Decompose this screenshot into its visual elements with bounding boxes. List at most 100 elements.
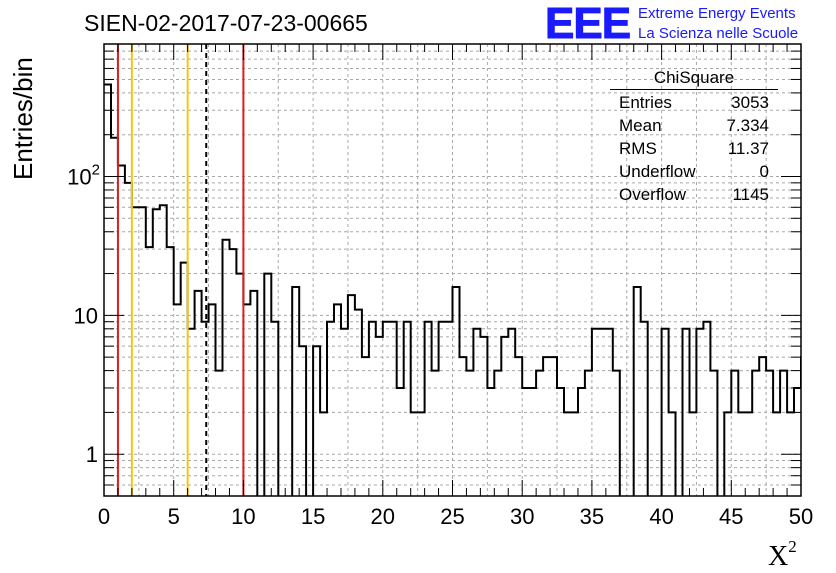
stats-label: Mean xyxy=(619,115,662,138)
x-tick-label: 15 xyxy=(301,504,325,529)
stats-row-underflow: Underflow 0 xyxy=(610,161,778,184)
histogram-bin xyxy=(487,388,494,496)
stats-row-rms: RMS 11.37 xyxy=(610,138,778,161)
x-tick-label: 45 xyxy=(719,504,743,529)
x-tick-label: 30 xyxy=(510,504,534,529)
stats-box-title: ChiSquare xyxy=(610,68,778,90)
histogram-bin xyxy=(216,371,223,496)
histogram-bin xyxy=(439,322,446,496)
histogram-bin xyxy=(292,287,299,496)
histogram-bin xyxy=(153,209,160,496)
x-tick-label: 35 xyxy=(580,504,604,529)
histogram-bin xyxy=(829,371,836,496)
histogram-bin xyxy=(222,240,229,496)
histogram-bin xyxy=(536,371,543,496)
stats-label: Overflow xyxy=(619,184,686,207)
x-tick-label: 40 xyxy=(649,504,673,529)
histogram-bin xyxy=(480,337,487,496)
histogram-bin xyxy=(376,337,383,496)
histogram-bin xyxy=(264,274,271,496)
x-axis-label: X2 xyxy=(768,537,797,573)
logo-line-1: Extreme Energy Events xyxy=(638,5,796,22)
stats-value: 0 xyxy=(760,161,769,184)
histogram-bin xyxy=(752,371,759,496)
histogram-bin xyxy=(271,322,278,496)
stats-row-entries: Entries 3053 xyxy=(610,92,778,115)
logo-line-2: La Scienza nelle Scuole xyxy=(638,25,798,42)
histogram-bin xyxy=(815,346,822,496)
histogram-bin xyxy=(459,357,466,496)
histogram-bin xyxy=(432,371,439,496)
histogram-bin xyxy=(139,207,146,496)
histogram-bin xyxy=(780,371,787,496)
histogram-bin xyxy=(494,371,501,496)
stats-label: RMS xyxy=(619,138,657,161)
x-tick-label: 5 xyxy=(168,504,180,529)
eee-logo: EEE Extreme Energy Events La Scienza nel… xyxy=(545,3,835,47)
stats-row-overflow: Overflow 1145 xyxy=(610,184,778,207)
histogram-bin xyxy=(369,322,376,496)
x-tick-label: 0 xyxy=(98,504,110,529)
histogram-bin xyxy=(543,357,550,496)
stats-row-mean: Mean 7.334 xyxy=(610,115,778,138)
stats-label: Entries xyxy=(619,92,672,115)
histogram-bin xyxy=(111,138,118,496)
histogram-bin xyxy=(801,357,808,496)
histogram-bin xyxy=(390,322,397,496)
histogram-bin xyxy=(794,388,801,496)
histogram-bin xyxy=(766,371,773,496)
y-tick-label: 1 xyxy=(86,442,98,467)
stats-value: 7.334 xyxy=(726,115,769,138)
eee-logo-mark: EEE xyxy=(545,0,630,49)
histogram-bin xyxy=(585,371,592,496)
chart-title: SIEN-02-2017-07-23-00665 xyxy=(84,10,368,37)
stats-value: 3053 xyxy=(731,92,769,115)
x-axis-label-base: X xyxy=(768,541,788,572)
histogram-bin xyxy=(557,388,564,496)
histogram-bin xyxy=(313,346,320,496)
histogram-bin xyxy=(383,322,390,496)
stats-box: ChiSquare Entries 3053 Mean 7.334 RMS 11… xyxy=(610,68,778,207)
histogram-bin xyxy=(118,166,125,496)
histogram-bin xyxy=(229,249,236,496)
histogram-bin xyxy=(446,322,453,496)
histogram-bin xyxy=(125,183,132,496)
y-tick-label: 10 xyxy=(74,303,98,328)
histogram-bin xyxy=(703,322,710,496)
histogram-bin xyxy=(453,287,460,496)
histogram-bin xyxy=(202,322,209,496)
x-tick-label: 10 xyxy=(231,504,255,529)
histogram-bin xyxy=(529,388,536,496)
histogram-bin xyxy=(299,346,306,496)
histogram-bin xyxy=(634,287,641,496)
x-axis-label-superscript: 2 xyxy=(788,537,797,556)
histogram-bin xyxy=(404,322,411,496)
histogram-bin xyxy=(822,357,829,496)
histogram-bin xyxy=(466,371,473,496)
histogram-bin xyxy=(397,388,404,496)
x-tick-label: 25 xyxy=(440,504,464,529)
histogram-bin xyxy=(759,357,766,496)
histogram-bin xyxy=(236,274,243,496)
y-tick-label: 102 xyxy=(67,161,100,189)
histogram-bin xyxy=(146,247,153,496)
histogram-bin xyxy=(578,388,585,496)
histogram-bin xyxy=(613,371,620,496)
y-axis-label: Entries/bin xyxy=(8,57,39,180)
histogram-bin xyxy=(327,322,334,496)
x-tick-label: 20 xyxy=(371,504,395,529)
histogram-bin xyxy=(425,322,432,496)
x-tick-label: 50 xyxy=(789,504,813,529)
histogram-bin xyxy=(515,357,522,496)
histogram-bin xyxy=(132,207,139,496)
stats-value: 11.37 xyxy=(728,138,769,161)
histogram-bin xyxy=(501,337,508,496)
histogram-bin xyxy=(167,247,174,496)
stats-label: Underflow xyxy=(619,161,696,184)
histogram-bin xyxy=(808,371,815,496)
histogram-bin xyxy=(362,357,369,496)
stats-value: 1145 xyxy=(732,184,769,207)
histogram-bin xyxy=(104,84,111,496)
histogram-bin xyxy=(731,371,738,496)
histogram-bin xyxy=(348,295,355,496)
